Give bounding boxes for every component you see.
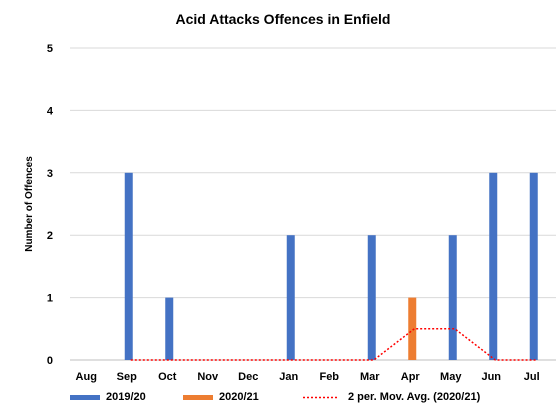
x-tick-label-may: May [440,371,462,383]
y-tick-labels: 0 1 2 3 4 5 [47,43,54,367]
x-tick-label-jun: Jun [481,371,501,383]
moving-average-layer [130,328,536,361]
legend: 2019/20 2020/21 2 per. Mov. Avg. (2020/21) [70,391,481,403]
legend-swatch-2020-21 [183,395,213,400]
bar-2019-20-mar [367,235,376,360]
legend-label-moving-average: 2 per. Mov. Avg. (2020/21) [348,391,481,403]
y-tick-label-4: 4 [47,105,54,117]
legend-label-2019-20: 2019/20 [106,391,146,403]
y-tick-label-0: 0 [47,355,53,367]
y-tick-label-1: 1 [47,293,53,305]
x-tick-labels: Aug Sep Oct Nov Dec Jan Feb Mar Apr May Jun Jul [76,371,540,383]
bar-2019-20-jul [529,172,538,360]
y-axis-label: Number of Offences [24,156,35,252]
x-tick-label-sep: Sep [117,371,137,383]
bars-layer [124,172,538,360]
x-tick-label-nov: Nov [197,371,219,383]
bar-2019-20-sep [124,172,133,360]
bar-2020-21-apr [408,297,417,360]
x-tick-label-jan: Jan [279,371,298,383]
moving-average-line [130,328,536,361]
y-tick-label-2: 2 [47,230,53,242]
chart-title: Acid Attacks Offences in Enfield [176,11,391,27]
grid-layer [70,47,556,361]
x-tick-label-jul: Jul [524,371,540,383]
x-tick-label-feb: Feb [319,371,339,383]
bar-2019-20-jun [489,172,498,360]
x-tick-label-aug: Aug [76,371,97,383]
x-tick-label-mar: Mar [360,371,380,383]
bar-2019-20-oct [165,297,174,360]
x-tick-label-oct: Oct [158,371,177,383]
legend-swatch-2019-20 [70,395,100,400]
bar-2019-20-jan [286,235,295,360]
x-tick-label-apr: Apr [401,371,421,383]
y-tick-label-5: 5 [47,43,53,55]
x-tick-label-dec: Dec [238,371,258,383]
bar-2019-20-may [448,235,457,360]
y-tick-label-3: 3 [47,168,53,180]
legend-label-2020-21: 2020/21 [219,391,259,403]
